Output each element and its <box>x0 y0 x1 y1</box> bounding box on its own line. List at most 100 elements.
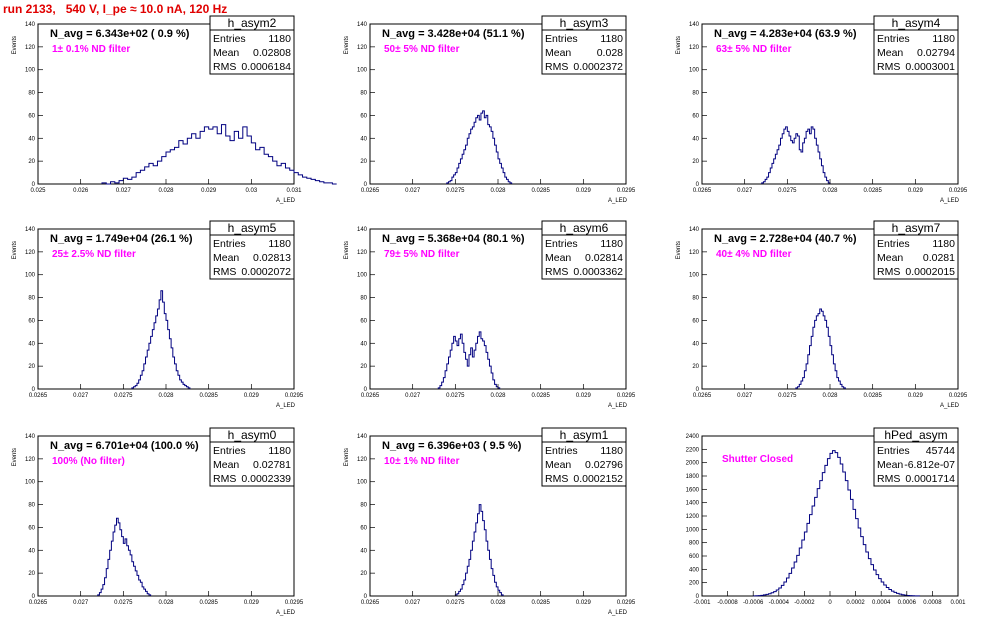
stats-label: Entries <box>545 33 578 45</box>
y-tick-label: 140 <box>689 227 700 233</box>
stats-value: 0.0002152 <box>573 473 623 485</box>
x-tick-label: 0.029 <box>576 600 592 606</box>
x-tick-label: -0.0002 <box>794 600 815 606</box>
stats-label: RMS <box>545 266 568 278</box>
x-tick-label: 0.0295 <box>285 600 304 606</box>
y-tick-label: 2400 <box>686 434 700 440</box>
y-tick-label: 20 <box>692 159 699 165</box>
x-tick-label: 0.001 <box>950 600 966 606</box>
y-tick-label: 80 <box>692 91 699 97</box>
stats-title: h_asym3 <box>560 16 609 30</box>
y-axis-label: Events <box>12 36 18 54</box>
stats-value: 1180 <box>268 33 291 45</box>
y-tick-label: 40 <box>360 341 367 347</box>
y-tick-label: 60 <box>360 113 367 119</box>
navg-label: N_avg = 6.701e+04 (100.0 %) <box>50 440 199 452</box>
x-tick-label: 0.03 <box>245 188 257 194</box>
x-tick-label: 0.029 <box>908 393 924 399</box>
histogram-series <box>97 517 152 596</box>
stats-box <box>873 427 959 487</box>
x-tick-label: 0.031 <box>286 188 302 194</box>
x-tick-label: 0.028 <box>490 600 506 606</box>
stats-box <box>209 220 295 280</box>
y-tick-label: 100 <box>25 68 36 74</box>
y-tick-label: 1600 <box>686 487 700 493</box>
x-tick-label: 0.029 <box>244 600 260 606</box>
y-tick-label: 60 <box>692 113 699 119</box>
y-tick-label: 120 <box>357 250 368 256</box>
stats-value: 0.02781 <box>253 459 291 471</box>
y-tick-label: 140 <box>25 22 36 28</box>
histogram-series <box>795 308 846 389</box>
x-axis-label: A_LED <box>940 403 960 409</box>
x-tick-label: 0.0008 <box>923 600 942 606</box>
x-tick-label: 0.0004 <box>872 600 891 606</box>
y-tick-label: 100 <box>689 273 700 279</box>
y-tick-label: 0 <box>696 387 700 393</box>
x-tick-label: 0.0285 <box>199 600 218 606</box>
x-tick-label: 0.029 <box>576 188 592 194</box>
x-tick-label: 0.0275 <box>446 393 465 399</box>
x-tick-label: -0.001 <box>693 600 711 606</box>
filter-note: 63± 5% ND filter <box>716 44 792 55</box>
histogram-h_asym1: 0.0265 0.027 0.0275 0.028 0.0285 0.029 0.0295 0… <box>344 427 636 616</box>
histogram-h_asym5: 0.0265 0.027 0.0275 0.028 0.0285 0.029 0.0295 0… <box>12 220 304 409</box>
x-tick-label: 0.0275 <box>778 188 797 194</box>
x-tick-label: 0.0265 <box>29 600 48 606</box>
stats-box <box>541 220 627 280</box>
stats-label: Mean <box>877 47 903 59</box>
stats-value: -6.812e-07 <box>904 459 955 471</box>
x-tick-label: 0.027 <box>405 188 421 194</box>
stats-value: 1180 <box>600 238 623 250</box>
x-tick-label: 0.029 <box>576 393 592 399</box>
x-tick-label: 0.0295 <box>617 188 636 194</box>
x-tick-label: 0.028 <box>490 393 506 399</box>
y-tick-label: 0 <box>364 594 368 600</box>
y-tick-label: 40 <box>360 136 367 142</box>
x-tick-label: 0.0265 <box>361 188 380 194</box>
navg-label: N_avg = 2.728e+04 (40.7 %) <box>714 233 857 245</box>
y-tick-label: 1800 <box>686 474 700 480</box>
x-tick-label: 0.0285 <box>863 393 882 399</box>
stats-label: RMS <box>877 473 900 485</box>
stats-value: 0.0001714 <box>905 473 955 485</box>
y-tick-label: 20 <box>28 159 35 165</box>
x-tick-label: 0.0285 <box>531 393 550 399</box>
y-tick-label: 100 <box>25 480 36 486</box>
y-tick-label: 60 <box>360 318 367 324</box>
y-tick-label: 0 <box>364 387 368 393</box>
stats-title: h_asym6 <box>560 221 609 235</box>
x-tick-label: 0.0275 <box>114 393 133 399</box>
x-tick-label: 0.0295 <box>285 393 304 399</box>
x-axis-label: A_LED <box>276 198 296 204</box>
y-tick-label: 100 <box>357 68 368 74</box>
x-tick-label: 0.0265 <box>693 393 712 399</box>
stats-title: h_asym1 <box>560 428 609 442</box>
y-tick-label: 100 <box>689 68 700 74</box>
x-tick-label: 0.0285 <box>863 188 882 194</box>
histogram-series <box>454 504 504 596</box>
navg-label: N_avg = 6.396e+03 ( 9.5 %) <box>382 440 522 452</box>
y-tick-label: 80 <box>360 503 367 509</box>
stats-label: Mean <box>877 459 903 471</box>
stats-box <box>873 220 959 280</box>
y-tick-label: 40 <box>28 548 35 554</box>
y-tick-label: 60 <box>360 525 367 531</box>
stats-label: RMS <box>545 61 568 73</box>
y-tick-label: 20 <box>28 571 35 577</box>
y-tick-label: 20 <box>692 364 699 370</box>
x-tick-label: 0.0285 <box>531 188 550 194</box>
stats-value: 0.0002372 <box>573 61 623 73</box>
y-tick-label: 80 <box>692 296 699 302</box>
y-tick-label: 100 <box>25 273 36 279</box>
x-tick-label: 0.027 <box>737 188 753 194</box>
stats-value: 1180 <box>600 445 623 457</box>
x-tick-label: 0.0275 <box>114 600 133 606</box>
stats-title: h_asym5 <box>228 221 277 235</box>
x-tick-label: 0.0295 <box>617 600 636 606</box>
stats-value: 1180 <box>932 238 955 250</box>
y-tick-label: 100 <box>357 273 368 279</box>
x-tick-label: 0.029 <box>201 188 217 194</box>
x-tick-label: 0.0285 <box>199 393 218 399</box>
